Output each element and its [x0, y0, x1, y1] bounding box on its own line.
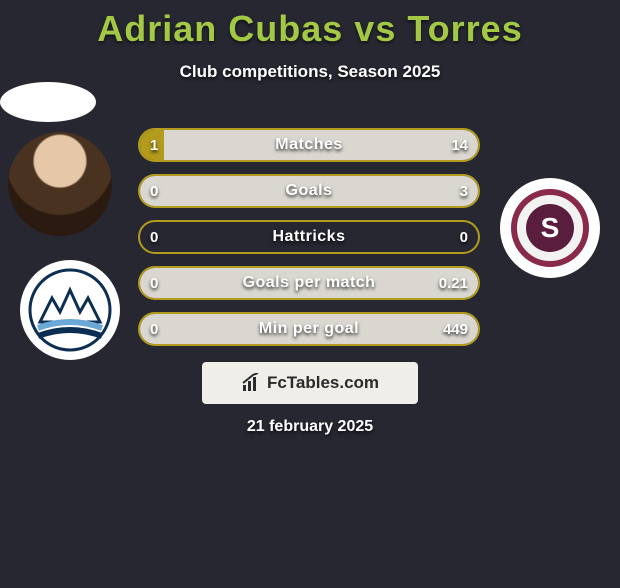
player-left-avatar — [8, 132, 112, 236]
whitecaps-icon — [28, 268, 112, 352]
club-right-badge: S — [500, 178, 600, 278]
stat-value-left: 0 — [150, 176, 158, 206]
stat-label: Hattricks — [140, 222, 478, 252]
stat-row: Min per goal0 449 — [138, 312, 480, 346]
subtitle: Club competitions, Season 2025 — [0, 62, 620, 82]
club-right-ring: S — [511, 189, 589, 267]
stat-label: Matches — [140, 130, 478, 160]
stat-label: Goals per match — [140, 268, 478, 298]
date-text: 21 february 2025 — [0, 418, 620, 436]
stat-row: Matches1 14 — [138, 128, 480, 162]
stat-value-right: 449 — [443, 314, 468, 344]
stat-row: Goals per match0 0.21 — [138, 266, 480, 300]
branding-badge: FcTables.com — [202, 362, 418, 404]
chart-icon — [241, 373, 261, 393]
stat-value-right: 14 — [451, 130, 468, 160]
stat-value-right: 0.21 — [439, 268, 468, 298]
stat-row: Goals0 3 — [138, 174, 480, 208]
stats-container: Matches114Goals03Hattricks00Goals per ma… — [138, 128, 480, 358]
stat-label: Goals — [140, 176, 478, 206]
stat-value-left: 1 — [150, 130, 158, 160]
player-right-placeholder — [0, 82, 96, 122]
club-left-badge — [20, 260, 120, 360]
branding-text: FcTables.com — [267, 373, 379, 393]
stat-label: Min per goal — [140, 314, 478, 344]
stat-value-left: 0 — [150, 314, 158, 344]
page-title: Adrian Cubas vs Torres — [0, 8, 620, 50]
stat-row: Hattricks0 0 — [138, 220, 480, 254]
stat-value-left: 0 — [150, 222, 158, 252]
stat-value-right: 0 — [460, 222, 468, 252]
stat-value-right: 3 — [460, 176, 468, 206]
club-right-letter: S — [526, 204, 574, 252]
stat-value-left: 0 — [150, 268, 158, 298]
